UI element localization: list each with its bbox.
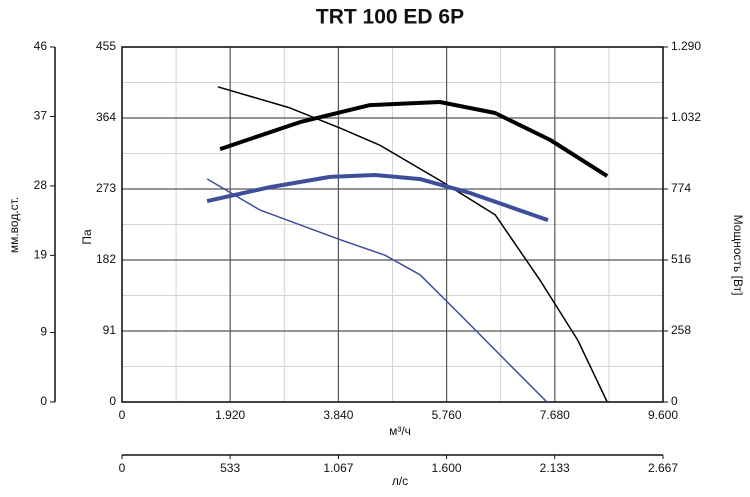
y3-tick-label: 9 xyxy=(40,325,47,339)
x-axis-label: м³/ч xyxy=(389,424,411,438)
chart-title: TRT 100 ED 6P xyxy=(316,6,464,29)
y-tick-label: 91 xyxy=(103,323,117,337)
x2-tick-label: 2.133 xyxy=(540,461,570,475)
y3-tick-label: 37 xyxy=(34,109,48,123)
y3-tick-label: 46 xyxy=(34,39,48,53)
y-tick-label: 273 xyxy=(96,181,116,195)
y3-tick-label: 19 xyxy=(34,248,48,262)
y3-axis-label: мм.вод.ст. xyxy=(7,197,21,253)
x-tick-label: 3.840 xyxy=(323,408,353,422)
x2-tick-label: 1.067 xyxy=(323,461,353,475)
y2-axis-label: Мощность [Вт] xyxy=(731,215,745,296)
y2-tick-label: 1.032 xyxy=(671,110,701,124)
y-tick-label: 364 xyxy=(96,110,116,124)
y-axis-label: Па xyxy=(80,229,94,245)
y2-tick-label: 516 xyxy=(671,252,691,266)
curve xyxy=(217,86,608,403)
x2-tick-label: 1.600 xyxy=(432,461,462,475)
x-tick-label: 9.600 xyxy=(648,408,678,422)
y-tick-label: 182 xyxy=(96,252,116,266)
x2-tick-label: 2.667 xyxy=(648,461,678,475)
y-tick-label: 455 xyxy=(96,39,116,53)
x-tick-label: 0 xyxy=(119,408,126,422)
plot-frame xyxy=(121,46,664,403)
y2-tick-label: 0 xyxy=(671,394,678,408)
x2-tick-label: 0 xyxy=(119,461,126,475)
curve xyxy=(219,100,609,178)
y-tick-label: 0 xyxy=(109,394,116,408)
curve xyxy=(206,173,549,222)
x-tick-label: 1.920 xyxy=(215,408,245,422)
x2-tick-label: 533 xyxy=(220,461,240,475)
x2-axis-label: л/с xyxy=(392,474,408,488)
y3-tick-label: 28 xyxy=(34,178,48,192)
y2-tick-label: 258 xyxy=(671,323,691,337)
curve xyxy=(206,178,548,403)
y2-tick-label: 1.290 xyxy=(671,39,701,53)
y2-tick-label: 774 xyxy=(671,181,691,195)
y3-tick-label: 0 xyxy=(40,394,47,408)
x-tick-label: 5.760 xyxy=(432,408,462,422)
x-tick-label: 7.680 xyxy=(540,408,570,422)
